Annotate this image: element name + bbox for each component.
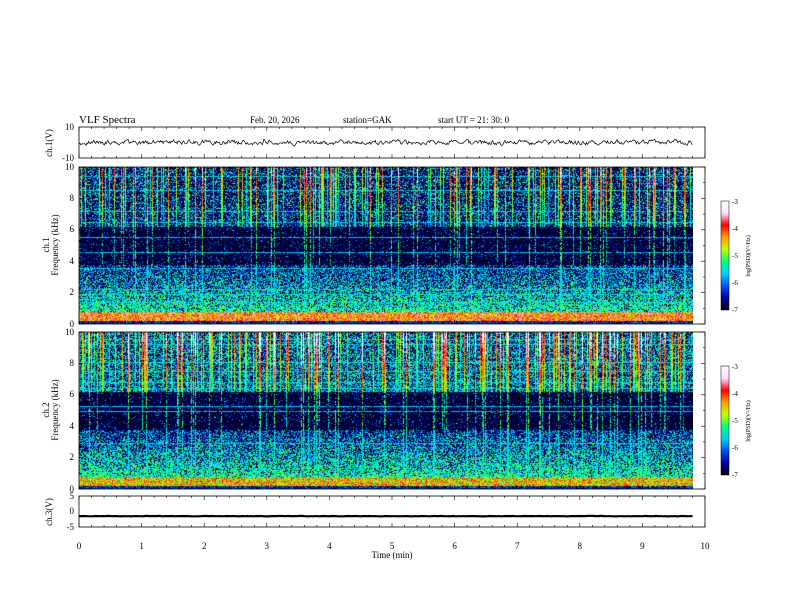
date-label: Feb. 20, 2026 (250, 115, 300, 125)
xtick-label-6: 6 (452, 541, 457, 551)
ch1-waveform-frame (78, 126, 706, 159)
ch1-spectrogram-image-holder (79, 167, 693, 324)
ch1-spectrogram-ylabel-channel: ch.1 (41, 237, 51, 252)
colorbar-ch1-tick-m6: -6 (732, 279, 738, 287)
ch2-freq-tick-2: 2 (70, 452, 75, 462)
xtick-label-8: 8 (578, 541, 583, 551)
xtick-label-3: 3 (265, 541, 270, 551)
ch2-freq-tick-10: 10 (65, 327, 75, 337)
ch1-waveform-panel: 10 -10 ch.1(V) (44, 122, 706, 163)
ch1-ytick-bottom: -10 (62, 153, 74, 163)
colorbar-ch2-tick-m7: -7 (732, 471, 738, 479)
xtick-label-2: 2 (202, 541, 207, 551)
colorbar-ch2-gradient (720, 365, 730, 476)
colorbar-ch1-gradient (720, 200, 730, 311)
ch2-freq-tick-6: 6 (70, 389, 75, 399)
ch1-waveform-line (78, 138, 693, 147)
ch2-freq-tick-0: 0 (70, 484, 75, 494)
ch2-freq-tick-8: 8 (70, 358, 75, 368)
xtick-label-7: 7 (515, 541, 520, 551)
colorbar-ch1: -3 -4 -5 -6 -7 log(PSD)(V²/Hz) (720, 198, 752, 314)
ch2-spectrogram-canvas (79, 332, 693, 489)
ch3-waveform-line (78, 514, 693, 518)
ch2-spectrogram-ylabel-channel: ch.2 (41, 402, 51, 417)
time-axis-label: Time (min) (372, 550, 413, 560)
ch1-freq-tick-4: 4 (70, 256, 75, 266)
colorbar-ch1-tick-m3: -3 (732, 198, 738, 206)
xtick-label-5: 5 (390, 541, 395, 551)
ch1-freq-tick-8: 8 (70, 193, 75, 203)
station-label: station=GAK (343, 115, 392, 125)
colorbar-ch1-tick-m7: -7 (732, 306, 738, 314)
xtick-label-0: 0 (77, 541, 82, 551)
ch2-spectrogram-panel: 10 8 6 4 2 0 ch.2 Frequency (kHz) (41, 327, 706, 494)
ch1-spectrogram-ylabel-frequency: Frequency (kHz) (50, 214, 60, 275)
ch1-freq-tick-10: 10 (65, 162, 75, 172)
ch1-freq-tick-6: 6 (70, 224, 75, 234)
ch2-spectrogram-ylabel-frequency: Frequency (kHz) (50, 379, 60, 440)
colorbar-ch2-label: log(PSD)(V²/Hz) (745, 400, 752, 441)
ch1-freq-tick-2: 2 (70, 287, 75, 297)
colorbar-ch2-tick-m6: -6 (732, 444, 738, 452)
ch3-ytick-top: 5 (70, 491, 75, 501)
ch1-waveform-ylabel: ch.1(V) (44, 129, 54, 157)
colorbar-ch2: -3 -4 -5 -6 -7 log(PSD)(V²/Hz) (720, 363, 752, 479)
axis-tick-marks (78, 127, 706, 527)
colorbar-ch1-tick-m5: -5 (732, 252, 738, 260)
ch1-ytick-top: 10 (65, 122, 75, 132)
ch2-spectrogram-image-holder (79, 332, 693, 489)
xtick-label-10: 10 (701, 541, 711, 551)
colorbar-ch2-tick-m3: -3 (732, 363, 738, 371)
ch3-waveform-ylabel: ch.3(V) (44, 498, 54, 526)
colorbar-ch2-tick-m4: -4 (732, 390, 738, 398)
xtick-label-1: 1 (139, 541, 144, 551)
ch3-waveform-frame (78, 495, 706, 528)
ch1-freq-tick-0: 0 (70, 319, 75, 329)
figure-title: VLF Spectra (79, 114, 136, 126)
ch2-freq-tick-4: 4 (70, 421, 75, 431)
ch3-ytick-bottom: -5 (67, 522, 75, 532)
start-time-label: start UT = 21: 30: 0 (438, 115, 510, 125)
colorbar-ch1-tick-m4: -4 (732, 225, 738, 233)
xtick-label-4: 4 (327, 541, 332, 551)
ch1-spectrogram-canvas (79, 167, 693, 324)
colorbar-ch2-tick-m5: -5 (732, 417, 738, 425)
ch3-waveform-panel: 5 0 -5 ch.3(V) (44, 491, 706, 532)
ch1-spectrogram-panel: 10 8 6 4 2 0 ch.1 Frequency (kHz) (41, 162, 706, 329)
xtick-label-9: 9 (640, 541, 645, 551)
ch3-ytick-mid: 0 (70, 506, 75, 516)
time-axis: 0 1 2 3 4 5 6 7 8 9 10 Time (min) (77, 541, 710, 560)
colorbar-ch1-label: log(PSD)(V²/Hz) (745, 235, 752, 276)
